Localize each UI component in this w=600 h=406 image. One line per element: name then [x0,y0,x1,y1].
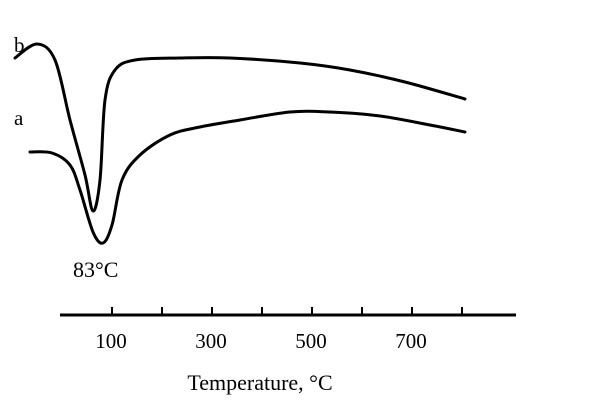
x-tick-label: 500 [295,329,327,353]
x-axis-label: Temperature, °C [187,370,332,395]
curves [13,42,467,245]
curve-b [13,42,467,213]
curve-a [28,109,467,245]
x-tick-label: 700 [395,329,427,353]
x-ticks [111,307,463,315]
x-tick-label: 300 [195,329,227,353]
series-label-b: b [14,33,25,57]
x-tick-label: 100 [95,329,127,353]
series-label-a: a [14,106,24,130]
peak-annotation: 83°C [73,257,118,282]
x-tick-labels: 100 300 500 700 [95,329,427,353]
